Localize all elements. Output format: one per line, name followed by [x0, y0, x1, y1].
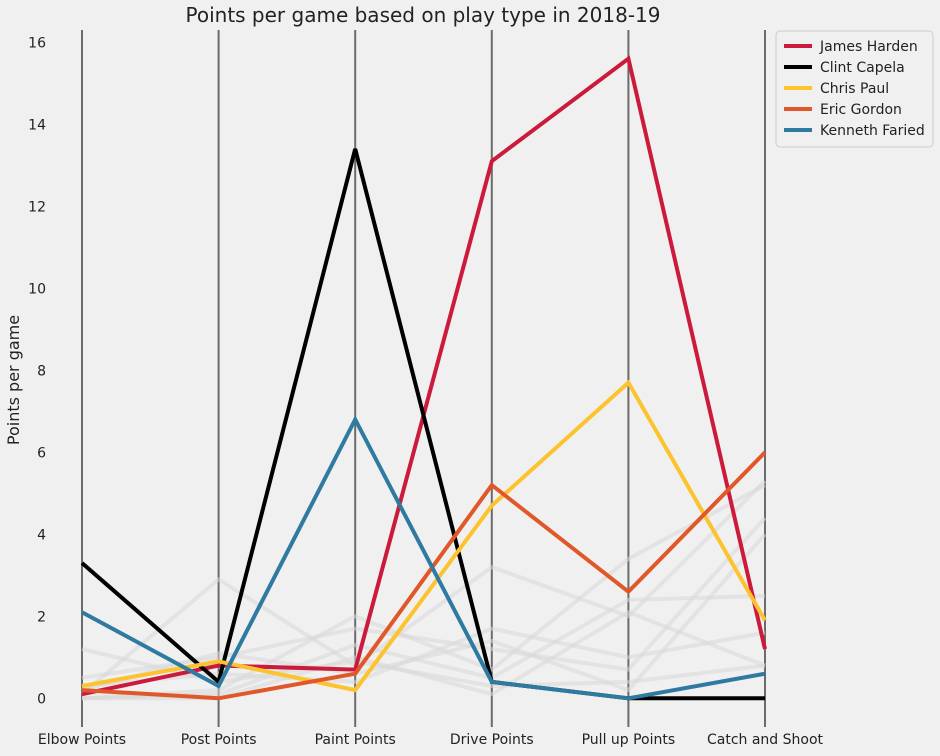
x-tick-label: Elbow Points: [38, 732, 126, 748]
legend-label-eric-gordon: Eric Gordon: [820, 102, 902, 118]
x-tick-label: Paint Points: [315, 732, 396, 748]
series-line-clint-capela: [80, 148, 765, 701]
grid-layer: [81, 30, 766, 727]
legend-box: [775, 30, 934, 148]
chart-title: Points per game based on play type in 20…: [186, 3, 661, 27]
legend-label-chris-paul: Chris Paul: [820, 81, 889, 97]
background-series-line: [80, 479, 767, 696]
x-tick-label: Drive Points: [450, 732, 534, 748]
y-tick-label: 8: [37, 363, 46, 379]
y-tick-label: 10: [28, 281, 46, 297]
y-tick-labels: 0 2 4 6 8 10 12 14 16: [28, 35, 46, 707]
background-series-line: [81, 483, 766, 701]
y-tick-label: 0: [37, 691, 46, 707]
background-series-line: [81, 532, 767, 693]
legend: James Harden Clint Capela Chris Paul Eric G…: [775, 30, 934, 148]
background-series-layer: [80, 479, 767, 701]
series-layer: [80, 55, 767, 701]
y-tick-label: 2: [37, 609, 46, 625]
background-series-line: [81, 593, 766, 701]
x-tick-labels: Elbow Points Post Points Paint Points Drive…: [38, 732, 824, 748]
series-line-kenneth-faried: [81, 415, 766, 701]
y-tick-label: 4: [37, 527, 46, 543]
x-tick-label: Pull up Points: [582, 732, 676, 748]
y-tick-label: 6: [37, 445, 46, 461]
x-tick-label: Post Points: [181, 732, 257, 748]
y-axis-label: Points per game: [4, 315, 23, 445]
legend-label-clint-capela: Clint Capela: [820, 60, 905, 76]
legend-label-kenneth-faried: Kenneth Faried: [820, 123, 925, 139]
y-tick-label: 16: [28, 35, 46, 51]
legend-label-james-harden: James Harden: [819, 39, 918, 55]
y-tick-label: 14: [28, 117, 46, 133]
series-line-eric-gordon: [81, 450, 767, 701]
y-tick-label: 12: [28, 199, 46, 215]
series-line-chris-paul: [81, 379, 767, 693]
x-tick-label: Catch and Shoot: [707, 732, 824, 748]
